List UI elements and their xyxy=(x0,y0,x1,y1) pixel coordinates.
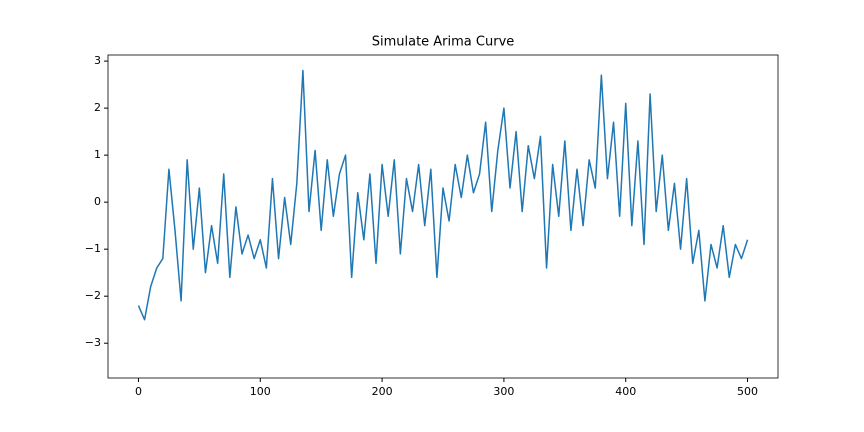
y-tick-label: 1 xyxy=(94,148,101,161)
y-tick-label: −1 xyxy=(85,242,101,255)
y-tick-label: −2 xyxy=(85,289,101,302)
chart-title: Simulate Arima Curve xyxy=(372,35,515,50)
x-tick-label: 500 xyxy=(737,385,758,398)
x-tick-label: 100 xyxy=(250,385,271,398)
axes-frame xyxy=(107,54,779,379)
y-tick-label: 0 xyxy=(94,195,101,208)
x-tick-label: 300 xyxy=(493,385,514,398)
y-tick-label: 3 xyxy=(94,54,101,67)
x-tick-label: 200 xyxy=(372,385,393,398)
x-tick-label: 0 xyxy=(135,385,142,398)
data-line xyxy=(137,69,749,321)
y-tick-label: 2 xyxy=(94,101,101,114)
y-tick-label: −3 xyxy=(85,336,101,349)
x-tick-label: 400 xyxy=(615,385,636,398)
